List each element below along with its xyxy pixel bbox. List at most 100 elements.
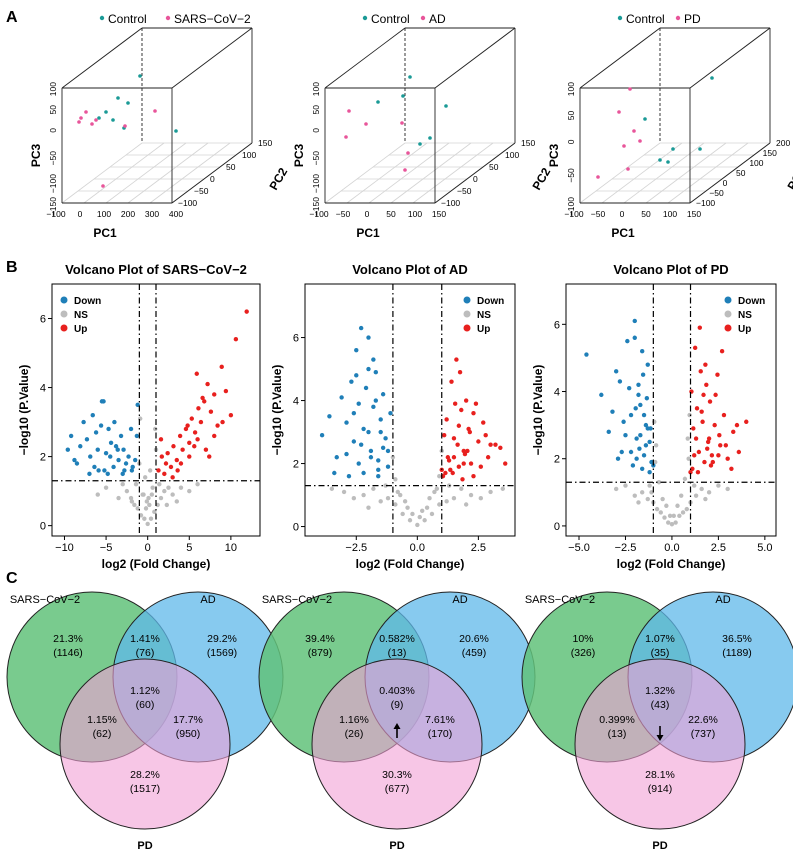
volcano-x-tick-label: −10 (55, 542, 74, 554)
venn-region-a_only-percent: 10% (572, 633, 593, 645)
volcano-legend-label-ns: NS (738, 310, 752, 321)
volcano-point-ns (660, 496, 665, 502)
volcano-point-up (163, 461, 169, 466)
volcano-point-ns (361, 492, 366, 498)
volcano-point-down (599, 392, 604, 398)
venn-region-ac-percent: 1.15% (87, 714, 117, 726)
volcano-point-ns (142, 475, 148, 480)
volcano-y-tick-label: 6 (554, 319, 560, 331)
pca-control-sample (401, 94, 405, 98)
panel-label-b: B (6, 259, 18, 276)
volcano-legend-label-up: Up (74, 324, 87, 335)
volcano-point-ns (639, 490, 645, 495)
pca-x-tick-label: −100 (309, 209, 328, 219)
volcano-point-ns (170, 492, 175, 497)
volcano-point-ns (645, 496, 650, 502)
pca-control-sample (418, 142, 422, 146)
pca-floor-grid-x (127, 142, 209, 204)
volcano-point-down (619, 449, 624, 455)
venn-region-b_only-count: (459) (462, 647, 487, 659)
pca-x-tick-label: 300 (145, 209, 159, 219)
venn-region-ac-count: (62) (93, 728, 112, 740)
volcano-y-tick-label: 6 (40, 314, 46, 326)
legend-case-label: SARS−CoV−2 (174, 12, 251, 26)
volcano-point-up (717, 433, 722, 438)
pca-control-sample (444, 104, 448, 108)
volcano-point-up (449, 379, 454, 384)
pca-floor-grid-x (149, 142, 231, 204)
volcano-point-ns (500, 486, 505, 491)
volcano-point-down (361, 470, 366, 476)
venn-label-ad: AD (200, 594, 215, 606)
venn-region-ac-percent: 0.399% (599, 714, 635, 726)
volcano-point-up (716, 453, 721, 458)
volcano-point-down (626, 385, 632, 391)
venn-label-pd: PD (137, 840, 152, 852)
pca-control-sample (376, 100, 380, 104)
volcano-point-down (636, 392, 641, 398)
pca-floor-grid-x (623, 142, 705, 204)
volcano-point-ns (144, 499, 150, 504)
volcano-point-up (699, 409, 704, 414)
volcano-point-down (344, 420, 349, 425)
volcano-point-down (68, 433, 74, 439)
volcano-legend-marker-down (60, 296, 68, 304)
volcano-point-up (718, 443, 723, 448)
volcano-point-down (108, 440, 114, 445)
volcano-point-ns (150, 485, 155, 490)
volcano-point-ns (434, 486, 440, 491)
volcano-point-down (634, 456, 639, 461)
pca-floor-grid-x (83, 142, 165, 204)
volcano-point-ns (145, 521, 150, 527)
volcano-point-down (623, 433, 628, 438)
volcano-point-up (212, 433, 217, 439)
volcano-point-up (448, 467, 453, 473)
pca-y-tick-label: 50 (736, 168, 746, 178)
volcano-point-down (129, 468, 135, 473)
volcano-title: Volcano Plot of PD (613, 262, 728, 277)
pca-z-tick-label: −50 (311, 151, 321, 166)
volcano-point-up (692, 453, 697, 458)
venn-region-abc-percent: 0.403% (379, 685, 415, 697)
volcano-point-down (81, 419, 86, 425)
volcano-y-tick-label: 2 (554, 454, 560, 466)
volcano-point-ns (427, 496, 432, 501)
volcano-point-up (483, 433, 488, 438)
venn-label-sars-cov-2: SARS−CoV−2 (262, 594, 332, 606)
pca-x-tick-label: 0 (78, 209, 83, 219)
volcano-y-tick-label: 2 (293, 459, 299, 471)
pca-z-axis-title: PC3 (547, 144, 561, 168)
volcano-point-down (332, 470, 337, 476)
volcano-point-ns (116, 495, 121, 501)
volcano-point-ns (613, 486, 619, 492)
volcano-point-up (709, 453, 715, 458)
pca-plot-3: Control PD−100 −50 0 50 100 150−100−5005010015… (547, 12, 793, 240)
volcano-point-down (112, 419, 117, 425)
volcano-point-up (721, 412, 727, 418)
volcano-point-down (339, 395, 344, 400)
venn-region-abc-count: (9) (391, 699, 404, 711)
volcano-point-up (715, 372, 720, 377)
volcano-point-ns (147, 502, 152, 508)
volcano-point-down (378, 417, 383, 422)
volcano-point-ns (143, 506, 149, 511)
volcano-point-ns (429, 511, 435, 517)
pca-control-sample (116, 96, 120, 100)
pca-control-sample (666, 160, 670, 164)
volcano-point-down (634, 436, 639, 441)
volcano-point-up (177, 433, 183, 439)
venn-region-ab-percent: 1.41% (130, 633, 160, 645)
volcano-point-down (385, 464, 391, 469)
pca-control-sample (710, 76, 714, 80)
volcano-point-down (615, 456, 621, 461)
volcano-point-up (233, 337, 239, 342)
volcano-point-up (158, 437, 164, 442)
volcano-x-tick-label: 2.5 (471, 542, 486, 554)
volcano-point-ns (147, 468, 153, 473)
pca-case-sample (628, 87, 632, 91)
volcano-point-down (638, 433, 643, 438)
volcano-point-up (187, 454, 192, 459)
venn-circle-pd (311, 658, 483, 830)
pca-control-sample (104, 110, 108, 114)
pca-control-sample (671, 147, 675, 151)
